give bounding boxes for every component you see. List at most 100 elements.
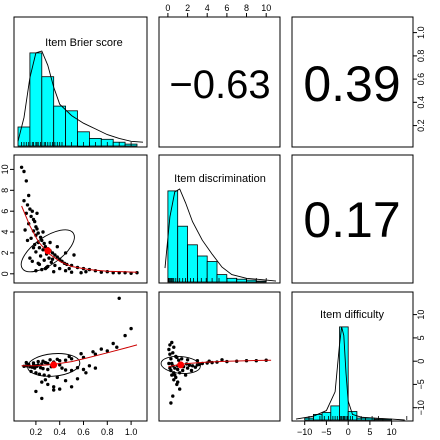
scatter-point-brier_vs_difficulty-54 [84, 371, 88, 375]
scatter-point-discrimination_vs_difficulty-34 [180, 357, 184, 361]
y-axis-discrimination-tick-label-1: 2 [0, 250, 10, 255]
scatter-point-brier_vs_difficulty-3 [115, 345, 119, 349]
scatter-point-brier_vs_difficulty-51 [55, 375, 59, 380]
scatter-point-discrimination_vs_difficulty-31 [193, 365, 198, 369]
scatter-group-discrimination_vs_difficulty [160, 340, 272, 405]
y-axis-right-brier-tick-label-4: 1.0 [416, 26, 426, 39]
scatter-point-brier_vs_difficulty-7 [69, 357, 74, 361]
scatter-point-brier_vs_discrimination-5 [25, 203, 30, 207]
scatter-point-brier_vs_difficulty-1 [129, 326, 133, 331]
scatter-point-brier_vs_discrimination-18 [38, 235, 43, 239]
scatter-point-discrimination_vs_difficulty-42 [183, 373, 188, 377]
y-axis-right-brier-tick-label-2: 0.6 [416, 73, 426, 86]
scatter-point-brier_vs_difficulty-64 [99, 347, 104, 351]
histogram-bar-difficulty-3 [321, 412, 332, 421]
x-axis-brier-tick-label-0: 0.2 [30, 427, 43, 437]
y-axis-discrimination-tick-label-5: 10 [0, 164, 10, 174]
scatter-point-discrimination_vs_difficulty-54 [220, 358, 224, 362]
scatter-point-brier_vs_discrimination-0 [19, 165, 24, 169]
panel-3-1-frame [13, 291, 148, 422]
scatter-point-discrimination_vs_difficulty-11 [169, 401, 173, 405]
scatter-point-brier_vs_discrimination-61 [28, 256, 32, 260]
x-axis-top-discrimination-tick-label-5: 10 [261, 3, 271, 13]
scatter-point-discrimination_vs_difficulty-30 [187, 363, 192, 367]
scatter-point-brier_vs_discrimination-11 [33, 219, 37, 224]
y-axis-discrimination-tick-label-2: 4 [0, 229, 10, 234]
center-point-brier_vs_discrimination [44, 247, 52, 255]
panel-1-1-frame [13, 16, 148, 148]
scatter-point-brier_vs_difficulty-60 [55, 357, 59, 361]
scatter-point-brier_vs_discrimination-39 [49, 260, 53, 264]
scatter-point-brier_vs_discrimination-34 [55, 255, 59, 259]
scatter-point-discrimination_vs_difficulty-8 [178, 387, 182, 391]
correlation-discrimination-difficulty: 0.17 [303, 192, 400, 248]
scatter-point-brier_vs_difficulty-4 [105, 349, 110, 353]
histogram-bar-discrimination-6 [226, 277, 238, 283]
correlation-ellipse-brier_vs_difficulty [27, 353, 81, 377]
panel-2-1-frame [13, 154, 148, 284]
x-axis-top-discrimination-tick-label-2: 4 [205, 3, 210, 13]
scatter-point-brier_vs_difficulty-0 [117, 296, 121, 300]
scatter-point-brier_vs_difficulty-39 [37, 372, 42, 376]
chart-axes: 0.2 0.4 0.6 0.8 1.0 −10 −5 0 5 10 0 2 4 6 8 10 0 2 4 6 8 10 0.… [0, 3, 426, 437]
x-axis-difficulty-tick-label-2: 0 [346, 427, 351, 437]
scatter-point-discrimination_vs_difficulty-49 [172, 378, 176, 382]
scatter-point-brier_vs_discrimination-1 [22, 169, 26, 174]
scatter-point-discrimination_vs_difficulty-33 [177, 358, 181, 362]
scatter-point-brier_vs_discrimination-51 [63, 269, 68, 273]
scatter-point-brier_vs_difficulty-50 [43, 378, 48, 382]
scatter-point-brier_vs_discrimination-9 [29, 214, 33, 219]
scatter-group-brier_vs_discrimination [19, 165, 139, 275]
scatter-point-brier_vs_difficulty-25 [41, 366, 45, 371]
scatter-point-discrimination_vs_difficulty-43 [189, 368, 194, 373]
scatter-point-brier_vs_difficulty-33 [75, 366, 80, 370]
scatter-point-brier_vs_difficulty-20 [27, 362, 31, 367]
scatter-point-discrimination_vs_difficulty-44 [175, 355, 179, 360]
scatter-point-brier_vs_difficulty-45 [58, 387, 62, 391]
chart-marks [17, 50, 408, 421]
histogram-bar-discrimination-7 [236, 278, 247, 283]
scatter-point-brier_vs_discrimination-7 [30, 209, 34, 213]
scatter-point-brier_vs_difficulty-13 [40, 362, 44, 366]
x-axis-difficulty-tick-label-0: −10 [297, 427, 312, 437]
scatter-point-brier_vs_difficulty-47 [40, 396, 44, 401]
center-point-brier_vs_difficulty [50, 361, 58, 369]
scatter-point-brier_vs_discrimination-33 [38, 254, 43, 258]
scatter-point-discrimination_vs_difficulty-14 [185, 366, 190, 370]
y-axis-discrimination-tick-label-3: 6 [0, 209, 10, 214]
scatter-point-discrimination_vs_difficulty-46 [167, 361, 171, 366]
panel-3-3-frame [291, 291, 414, 422]
histogram-bar-discrimination-5 [216, 274, 228, 283]
scatter-point-discrimination_vs_difficulty-12 [173, 373, 177, 377]
scatter-point-brier_vs_discrimination-53 [52, 270, 56, 274]
x-axis-brier-tick-label-4: 1.0 [125, 427, 138, 437]
scatter-point-brier_vs_discrimination-76 [84, 270, 88, 274]
y-axis-right-difficulty-tick-label-3: 5 [416, 335, 426, 340]
histogram-bar-brier-1 [29, 52, 43, 147]
y-axis-discrimination-tick-label-0: 0 [0, 271, 10, 276]
scatter-point-discrimination_vs_difficulty-13 [181, 368, 185, 373]
correlation-brier-discrimination: −0.63 [169, 63, 270, 107]
x-axis-brier-tick-label-1: 0.4 [53, 427, 66, 437]
scatter-point-brier_vs_discrimination-6 [28, 207, 32, 211]
lowess-line-brier_vs_difficulty [21, 344, 138, 367]
scatter-point-brier_vs_difficulty-31 [63, 368, 68, 372]
scatter-point-brier_vs_difficulty-61 [67, 354, 71, 359]
scatter-point-brier_vs_difficulty-62 [79, 352, 83, 356]
lowess-line-discrimination_vs_difficulty [168, 359, 272, 368]
scatter-point-brier_vs_difficulty-59 [48, 358, 52, 362]
scatter-point-brier_vs_difficulty-57 [36, 359, 40, 364]
correlation-brier-difficulty: 0.39 [303, 56, 400, 112]
scatter-point-discrimination_vs_difficulty-2 [169, 357, 173, 361]
scatter-point-brier_vs_discrimination-32 [53, 253, 57, 257]
scatter-point-brier_vs_discrimination-64 [48, 240, 52, 245]
scatter-point-brier_vs_difficulty-46 [34, 389, 38, 394]
histogram-bar-discrimination-0 [167, 190, 179, 283]
scatter-point-brier_vs_difficulty-41 [47, 374, 51, 378]
scatter-point-brier_vs_discrimination-20 [40, 238, 44, 243]
histogram-bar-brier-3 [53, 105, 67, 147]
scatter-point-discrimination_vs_difficulty-15 [190, 364, 195, 368]
scatter-point-brier_vs_discrimination-27 [41, 248, 45, 252]
scatter-point-brier_vs_discrimination-74 [50, 257, 55, 261]
